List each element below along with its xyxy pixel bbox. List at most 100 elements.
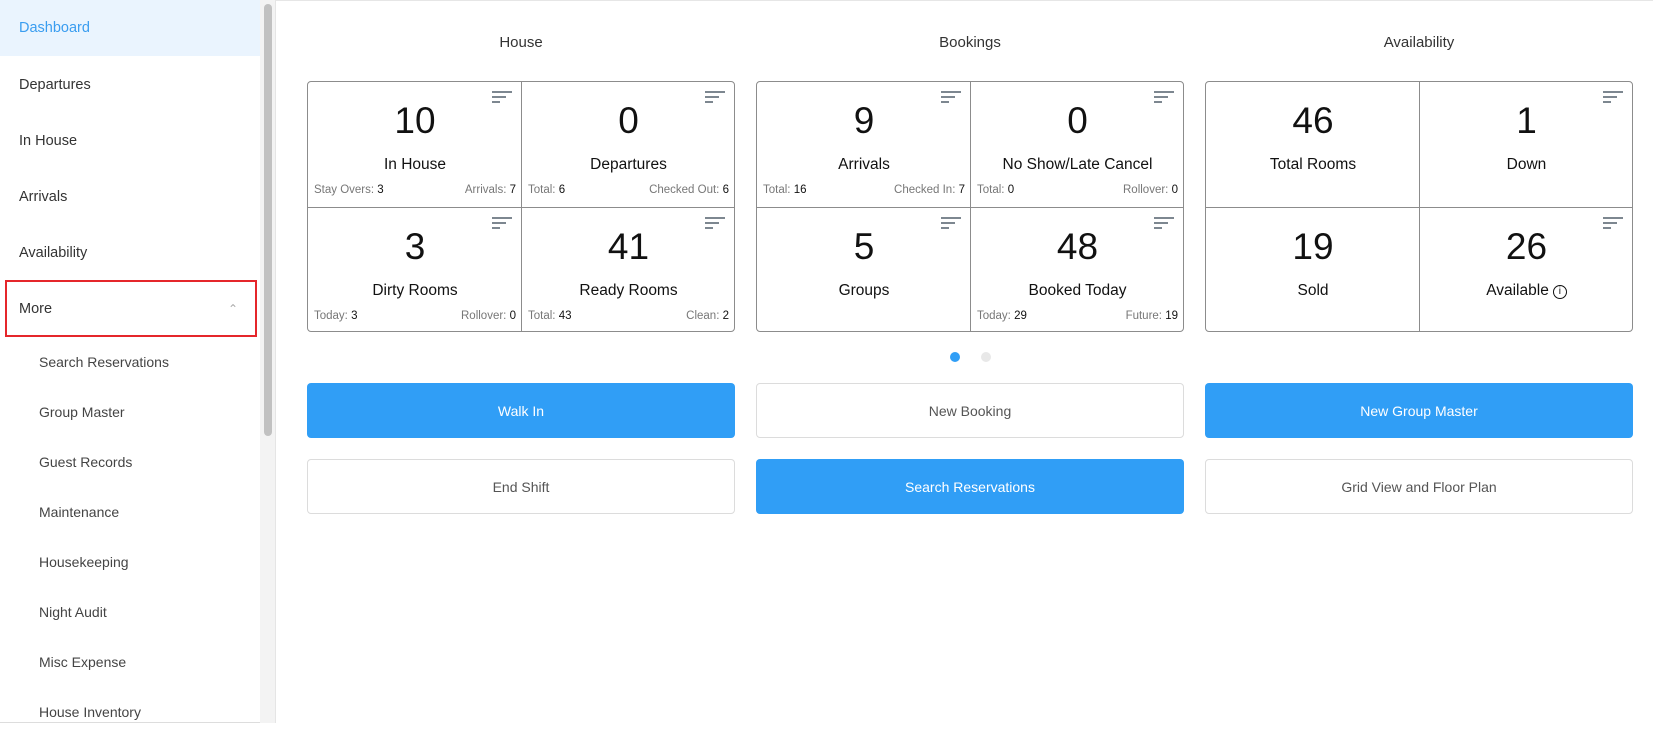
filter-icon[interactable] <box>1154 91 1174 104</box>
stat-footer-right: Arrivals: 7 <box>465 184 516 196</box>
stat-tile[interactable]: 3 Dirty Rooms Today: 3 Rollover: 0 <box>308 207 522 331</box>
filter-icon[interactable] <box>492 217 512 230</box>
footer-label: Total: <box>763 184 791 196</box>
stat-tile[interactable]: 48 Booked Today Today: 29 Future: 19 <box>970 207 1183 331</box>
filter-icon[interactable] <box>705 217 725 230</box>
sidebar-subitem-label: Housekeeping <box>39 554 129 570</box>
filter-icon[interactable] <box>941 91 961 104</box>
stat-label: Ready Rooms <box>522 282 734 300</box>
stat-value: 0 <box>618 100 639 141</box>
footer-value: 6 <box>558 184 566 196</box>
stat-tile[interactable]: 9 Arrivals Total: 16 Checked In: 7 <box>757 82 971 207</box>
footer-label: Arrivals: <box>464 184 507 196</box>
stat-label-text: Booked Today <box>1028 282 1127 299</box>
footer-label: Rollover: <box>461 310 507 322</box>
stat-footer: Total: 6 Checked Out: 6 <box>528 184 729 196</box>
sidebar-subitem-search-reservations[interactable]: Search Reservations <box>0 337 260 387</box>
stat-label: Booked Today <box>971 282 1183 300</box>
stat-tile[interactable]: 1 Down <box>1419 82 1632 207</box>
stats-card-availability: 46 Total Rooms 1 Down 19 Sold 26 Available i <box>1205 81 1633 332</box>
stat-footer-right: Rollover: 0 <box>1123 184 1178 196</box>
highlight-box <box>5 280 257 337</box>
stat-label: Groups <box>757 282 971 300</box>
sidebar-subitem-label: Misc Expense <box>39 654 127 670</box>
stat-value: 19 <box>1292 226 1334 267</box>
sidebar-subitem-maintenance[interactable]: Maintenance <box>0 487 260 537</box>
footer-value: 0 <box>509 310 516 322</box>
stat-value: 48 <box>1056 226 1099 267</box>
stat-tile[interactable]: 0 Departures Total: 6 Checked Out: 6 <box>521 82 734 207</box>
walk-in-button[interactable]: Walk In <box>307 383 735 438</box>
pager-dot[interactable] <box>950 352 960 362</box>
filter-icon[interactable] <box>705 91 725 104</box>
stat-tile[interactable]: 46 Total Rooms <box>1206 82 1420 207</box>
sidebar-subitem-housekeeping[interactable]: Housekeeping <box>0 537 260 587</box>
stat-value: 0 <box>1067 100 1088 141</box>
stat-label-text: Ready Rooms <box>579 282 678 299</box>
stat-tile[interactable]: 5 Groups <box>757 207 971 331</box>
stat-footer: Total: 43 Clean: 2 <box>528 310 729 322</box>
stat-tile[interactable]: 10 In House Stay Overs: 3 Arrivals: 7 <box>308 82 522 207</box>
footer-value: 7 <box>958 184 965 196</box>
footer-label: Clean: <box>686 310 720 322</box>
sidebar-item-availability[interactable]: Availability <box>0 225 260 281</box>
stat-tile[interactable]: 41 Ready Rooms Total: 43 Clean: 2 <box>521 207 734 331</box>
sidebar-item-arrivals[interactable]: Arrivals <box>0 169 260 225</box>
footer-label: Today: <box>314 310 348 322</box>
end-shift-button[interactable]: End Shift <box>307 459 735 514</box>
sidebar-subitem-group-master[interactable]: Group Master <box>0 387 260 437</box>
footer-value: 0 <box>1007 184 1015 196</box>
stat-label-text: Departures <box>590 156 667 173</box>
footer-label: Rollover: <box>1123 184 1169 196</box>
sidebar-item-more[interactable]: More ⌃ <box>0 281 260 337</box>
sidebar-item-label: In House <box>19 133 78 149</box>
stat-footer-left: Total: 16 <box>763 184 807 196</box>
filter-icon[interactable] <box>492 91 512 104</box>
filter-icon[interactable] <box>1154 217 1174 230</box>
sidebar-item-departures[interactable]: Departures <box>0 57 260 113</box>
pager-dot[interactable] <box>981 352 991 362</box>
stat-footer-left: Total: 43 <box>528 310 572 322</box>
footer-value: 6 <box>722 184 729 196</box>
sidebar-subitem-guest-records[interactable]: Guest Records <box>0 437 260 487</box>
stat-label: In House <box>308 156 522 174</box>
footer-value: 29 <box>1014 310 1027 322</box>
sidebar-subitem-label: Group Master <box>39 404 125 420</box>
stat-tile[interactable]: 0 No Show/Late Cancel Total: 0 Rollover: 0 <box>970 82 1183 207</box>
stat-tile[interactable]: 26 Available i <box>1419 207 1632 331</box>
filter-icon[interactable] <box>1603 91 1623 104</box>
stat-label: Departures <box>522 156 734 174</box>
stat-label: No Show/Late Cancel <box>971 156 1183 174</box>
filter-icon[interactable] <box>1603 217 1623 230</box>
sidebar-item-in-house[interactable]: In House <box>0 113 260 169</box>
sidebar-subitem-misc-expense[interactable]: Misc Expense <box>0 637 260 687</box>
sidebar-item-dashboard[interactable]: Dashboard <box>0 0 260 56</box>
grid-view-floor-plan-button[interactable]: Grid View and Floor Plan <box>1205 459 1633 514</box>
scrollbar-thumb[interactable] <box>264 4 272 436</box>
stat-tile[interactable]: 19 Sold <box>1206 207 1420 331</box>
sidebar-item-label: More <box>19 301 53 317</box>
sidebar-scrollbar[interactable] <box>260 0 276 723</box>
stat-label: Down <box>1420 156 1632 174</box>
filter-icon[interactable] <box>941 217 961 230</box>
stat-value: 26 <box>1505 226 1548 267</box>
stat-footer-right: Checked In: 7 <box>894 184 965 196</box>
stat-label-text: No Show/Late Cancel <box>1002 156 1153 173</box>
stats-card-house: 10 In House Stay Overs: 3 Arrivals: 7 0 Depar… <box>307 81 735 332</box>
sidebar-subitem-night-audit[interactable]: Night Audit <box>0 587 260 637</box>
chevron-up-icon: ⌃ <box>227 302 238 316</box>
new-group-master-button[interactable]: New Group Master <box>1205 383 1633 438</box>
footer-value: 3 <box>377 184 384 196</box>
sidebar-subitem-house-inventory[interactable]: House Inventory <box>0 687 260 737</box>
stat-footer: Total: 0 Rollover: 0 <box>977 184 1178 196</box>
footer-label: Total: <box>528 310 556 322</box>
info-icon[interactable]: i <box>1552 285 1567 299</box>
search-reservations-button[interactable]: Search Reservations <box>756 459 1184 514</box>
stat-label: Dirty Rooms <box>308 282 522 300</box>
stat-label-text: Arrivals <box>838 156 890 173</box>
footer-value: 3 <box>351 310 358 322</box>
sidebar: Dashboard Departures In House Arrivals A… <box>0 0 260 723</box>
new-booking-button[interactable]: New Booking <box>756 383 1184 438</box>
stat-value: 41 <box>607 226 650 267</box>
